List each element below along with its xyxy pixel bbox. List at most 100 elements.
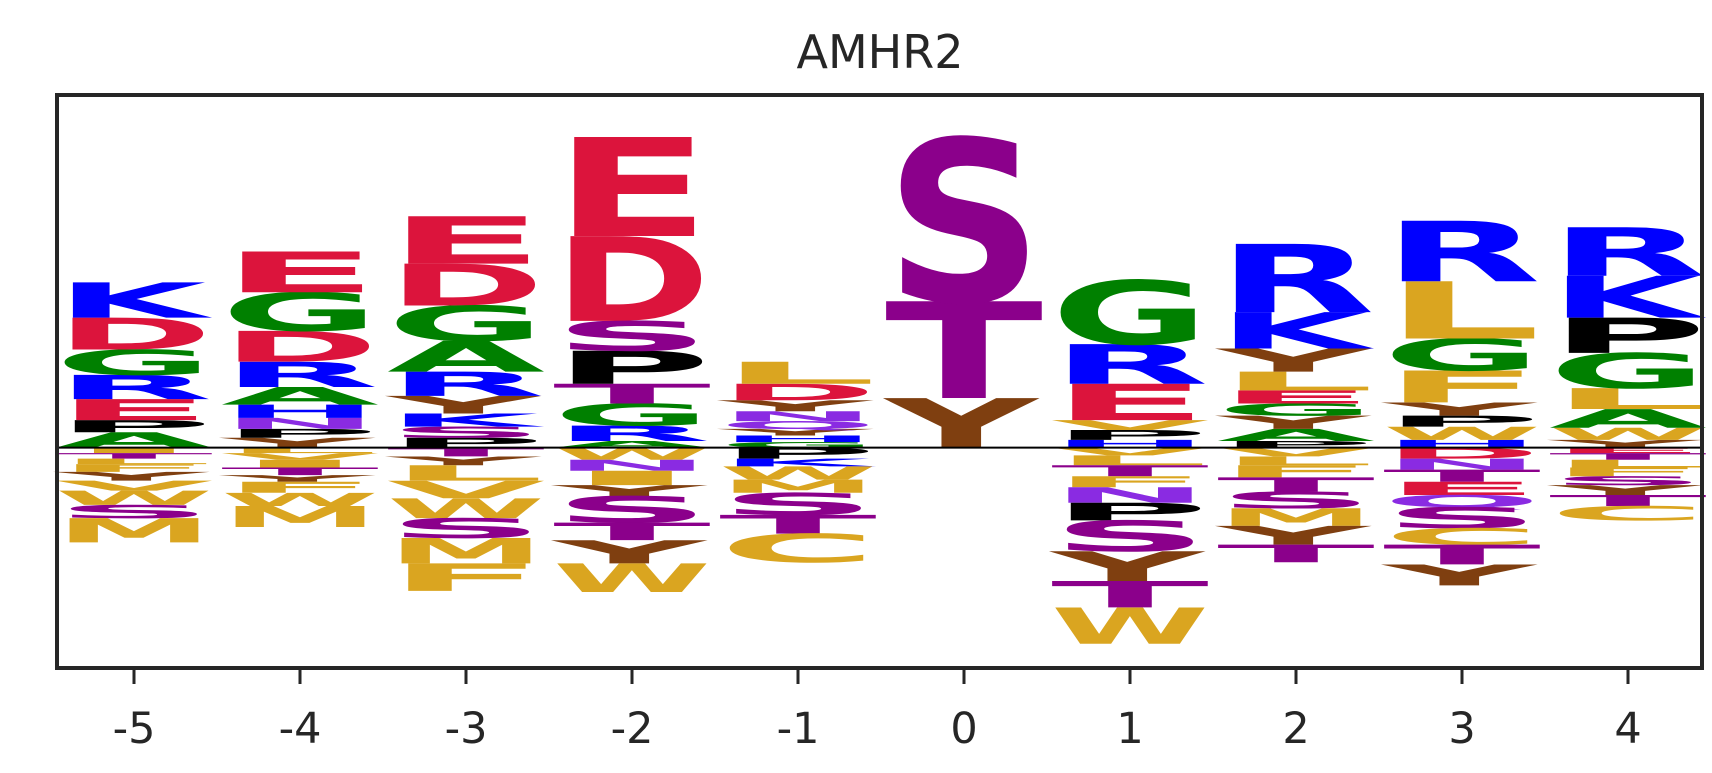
logo-letter-a: A (553, 439, 711, 450)
logo-letter-g: G (1051, 263, 1209, 365)
logo-letter-v: V (1051, 446, 1209, 458)
logo-letter-g: G (55, 343, 213, 383)
logo-letter-t: T (1051, 574, 1209, 616)
logo-letter-m: M (719, 476, 877, 497)
logo-letter-q: Q (719, 419, 877, 431)
logo-letter-r: R (1051, 334, 1209, 397)
logo-letter-p: P (221, 427, 379, 441)
x-tick-label: -4 (279, 704, 322, 754)
logo-letter-f: F (55, 462, 213, 474)
logo-letter-d: D (387, 253, 545, 320)
logo-letter-c: C (719, 526, 877, 572)
logo-letter-y: Y (384, 391, 543, 419)
logo-letter-d: D (55, 309, 213, 360)
logo-letter-t: T (553, 518, 711, 546)
logo-letter-v: V (1217, 445, 1375, 459)
logo-letter-q: Q (1383, 492, 1541, 511)
logo-letter-y: Y (550, 482, 708, 500)
logo-letter-h: H (221, 401, 379, 422)
logo-letter-w: W (1051, 598, 1209, 656)
logo-letter-y: Y (1380, 399, 1538, 420)
logo-letter-p: P (1217, 439, 1375, 450)
logo-letter-v: V (221, 451, 379, 462)
logo-letter-f: F (1217, 462, 1375, 481)
logo-letter-r: R (1549, 214, 1707, 292)
logo-letter-l: L (387, 461, 545, 486)
logo-letter-w: W (221, 489, 379, 510)
logo-letter-s: S (885, 95, 1043, 354)
logo-letter-t: T (221, 465, 379, 477)
logo-letter-n: N (1383, 456, 1541, 474)
logo-letter-g: G (387, 296, 545, 352)
x-tick-label: 3 (1448, 704, 1475, 754)
logo-letter-t: T (387, 445, 545, 459)
logo-letter-s: S (719, 487, 877, 522)
logo-letter-r: R (1383, 204, 1541, 301)
logo-letter-e: E (55, 393, 213, 426)
logo-letter-l: L (1051, 453, 1209, 469)
logo-letter-s: S (1051, 512, 1209, 561)
logo-letter-r: R (387, 365, 545, 404)
logo-letter-p: P (1383, 413, 1541, 431)
logo-letter-g: G (553, 398, 711, 433)
logo-letter-s: S (1383, 501, 1541, 534)
logo-letter-t: T (885, 275, 1043, 430)
logo-letter-t: T (55, 452, 213, 461)
logo-letter-t: T (1383, 539, 1541, 571)
x-tick-label: 1 (1116, 704, 1143, 754)
logo-letter-w: W (1383, 423, 1541, 444)
logo-letter-s: S (55, 501, 213, 522)
x-tick-label: 2 (1282, 704, 1309, 754)
logo-letter-e: E (1051, 374, 1209, 432)
logo-letter-k: K (719, 457, 877, 469)
logo-letter-e: E (1549, 446, 1707, 455)
x-tick-label: -1 (777, 704, 820, 754)
logo-letter-n: N (221, 415, 379, 433)
logo-letter-v: V (387, 476, 545, 504)
logo-letter-d: D (553, 214, 711, 349)
x-axis-ticks: -5 -4 -3 -2 -1 0 1 2 3 4 (113, 668, 1642, 754)
logo-letter-s: S (387, 424, 545, 442)
logo-letter-e: E (221, 240, 379, 305)
logo-letter-y: Y (716, 427, 874, 438)
logo-letter-v: V (1051, 417, 1209, 433)
logo-glyphs: APERGDKITLFYVWSMYPNHARDGELVITYFWMPSKYRAG… (52, 95, 1707, 656)
logo-letter-f: F (387, 556, 545, 600)
logo-letter-s: S (1217, 487, 1375, 513)
logo-letter-t: T (1549, 492, 1707, 510)
logo-letter-n: N (719, 409, 877, 425)
logo-letter-y: Y (550, 534, 708, 571)
logo-letter-y: Y (1048, 543, 1206, 591)
logo-letter-w: W (55, 487, 213, 510)
logo-letter-y: Y (218, 473, 376, 484)
logo-letter-g: G (221, 282, 379, 343)
logo-letter-a: A (221, 382, 379, 410)
logo-letter-f: F (1383, 362, 1541, 413)
logo-letter-a: A (387, 332, 545, 381)
logo-letter-c: C (1549, 502, 1707, 525)
logo-letter-l: L (1383, 266, 1541, 357)
logo-letter-l: L (1549, 458, 1707, 470)
logo-letter-m: M (221, 500, 379, 533)
logo-letter-p: P (719, 445, 877, 463)
x-tick-label: -2 (611, 704, 654, 754)
logo-letter-k: K (1549, 265, 1706, 332)
logo-letter-y: Y (1214, 412, 1372, 433)
logo-letter-e: E (553, 110, 711, 268)
logo-letter-k: K (1217, 302, 1375, 360)
logo-letter-g: G (719, 441, 877, 450)
logo-letter-p: P (55, 417, 213, 436)
logo-letter-t: T (1217, 473, 1375, 496)
x-tick-label: 4 (1614, 704, 1641, 754)
chart-title: AMHR2 (797, 25, 964, 79)
logo-letter-y: Y (1214, 342, 1372, 379)
logo-letter-d: D (221, 322, 379, 371)
x-tick-label: -5 (113, 704, 156, 754)
logo-letter-t: T (1549, 451, 1707, 462)
logo-letter-m: M (55, 512, 213, 551)
logo-letter-i: I (553, 467, 711, 490)
logo-letter-e: E (1217, 387, 1375, 408)
logo-letter-r: R (55, 368, 213, 407)
logo-letter-l: L (221, 446, 379, 455)
